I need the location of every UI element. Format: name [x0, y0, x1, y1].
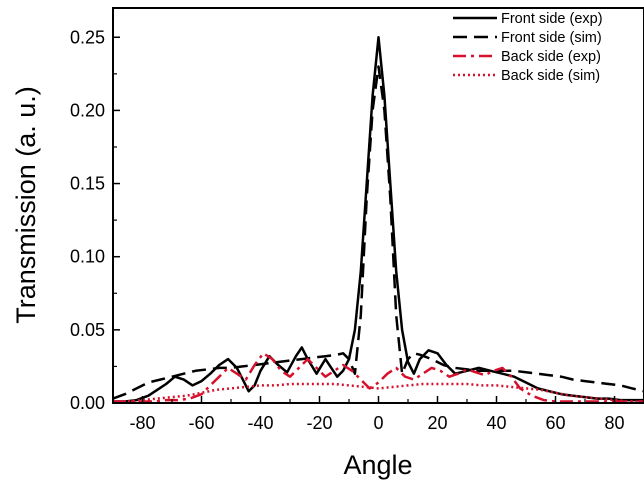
- x-tick-label: 40: [486, 413, 506, 433]
- ticks-layer: -80 -60 -40 -20 0 20 40 60 80 0.00 0.05 0.10 0.15 0.2…: [70, 27, 644, 433]
- legend: Front side (exp) Front side (sim) Back sid…: [453, 11, 603, 84]
- x-tick-label: -60: [188, 413, 214, 433]
- y-tick-label: 0.20: [70, 100, 105, 120]
- legend-label-3: Back side (exp): [501, 49, 601, 65]
- series-line-3: [113, 352, 644, 403]
- series-layer: [112, 36, 644, 403]
- legend-label-1: Front side (exp): [501, 11, 603, 27]
- x-tick-label: -20: [306, 413, 332, 433]
- legend-label-2: Front side (sim): [501, 30, 602, 46]
- x-tick-label: 60: [545, 413, 565, 433]
- legend-label-4: Back side (sim): [501, 68, 600, 84]
- x-tick-label: 20: [427, 413, 447, 433]
- y-tick-label: 0.10: [70, 247, 105, 267]
- y-tick-label: 0.15: [70, 174, 105, 194]
- x-tick-label: 0: [373, 413, 383, 433]
- y-tick-label: 0.25: [70, 27, 105, 47]
- x-tick-label: -80: [129, 413, 155, 433]
- y-tick-label: 0.00: [70, 393, 105, 413]
- y-axis-title: Transmission (a. u.): [11, 86, 41, 324]
- series-line-2: [112, 65, 644, 400]
- x-axis-title: Angle: [343, 450, 412, 480]
- x-tick-label: 80: [604, 413, 624, 433]
- x-tick-label: -40: [247, 413, 273, 433]
- series-line-1: [113, 36, 644, 403]
- y-tick-label: 0.05: [70, 320, 105, 340]
- series-line-4: [113, 382, 644, 403]
